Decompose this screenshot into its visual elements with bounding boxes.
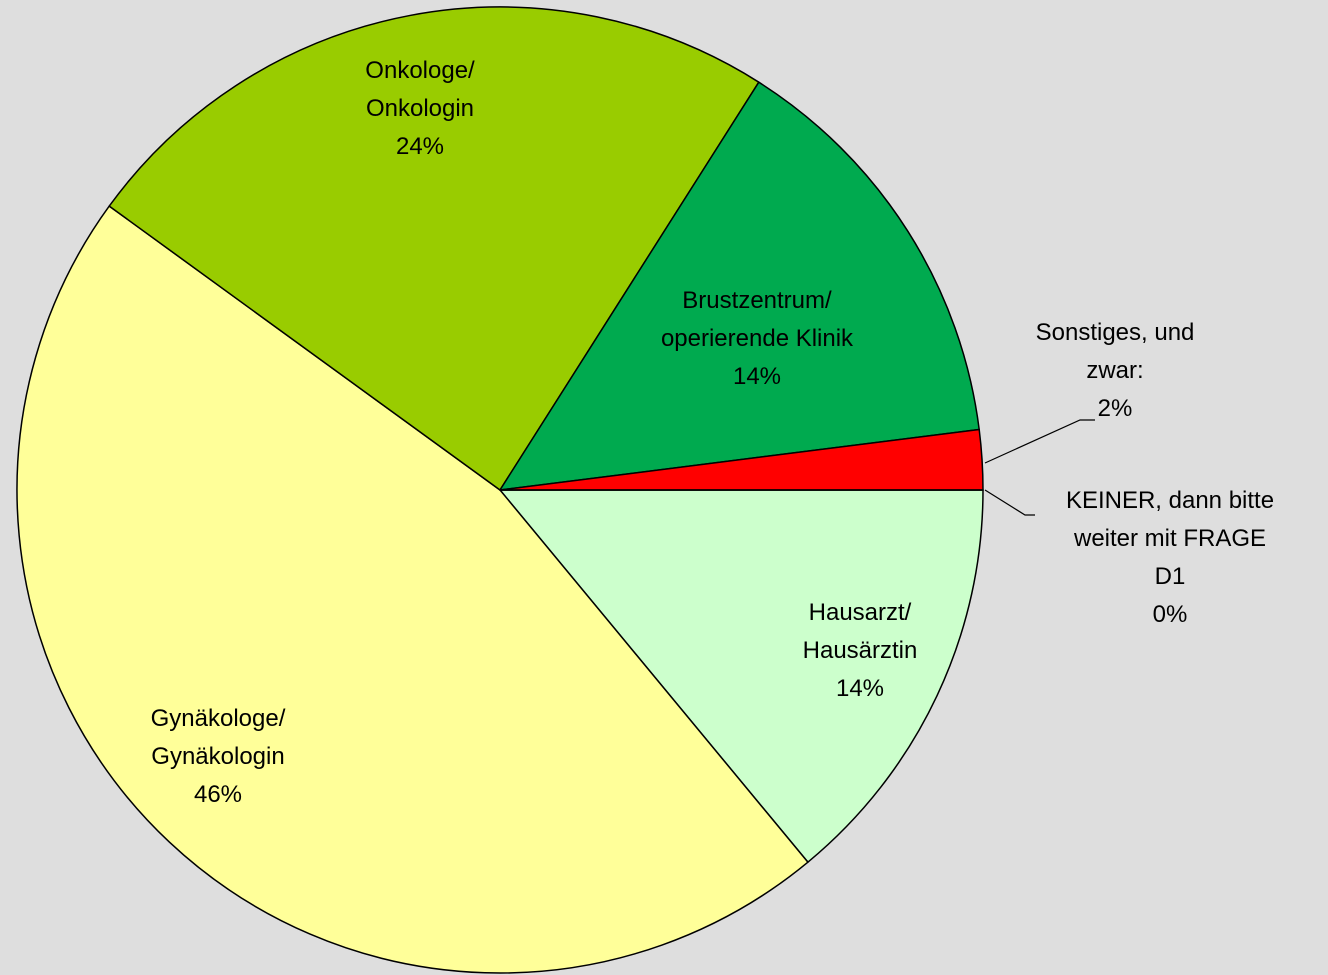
slice-label: Brustzentrum/operierende Klinik <box>661 287 854 352</box>
pie-slice <box>499 489 984 863</box>
slice-value-label: 46% <box>194 781 242 808</box>
pie-slice <box>16 205 809 974</box>
pie-slice <box>108 6 760 491</box>
slice-label: KEINER, dann bitte weiter mit FRAGE D1 <box>1066 487 1274 590</box>
slice-value-label: 2% <box>1098 395 1133 422</box>
leader-line <box>984 489 1035 516</box>
slice-value-label: 14% <box>733 363 781 390</box>
slice-label: Hausarzt/Hausärztin <box>803 599 918 664</box>
pie-slice <box>499 81 980 491</box>
slice-value-label: 0% <box>1153 601 1188 628</box>
slice-label: Sonstiges, und zwar: <box>1036 319 1195 384</box>
slice-value-label: 24% <box>396 133 444 160</box>
slice-value-label: 14% <box>836 675 884 702</box>
slice-label: Onkologe/Onkologin <box>365 57 475 122</box>
slice-label: Gynäkologe/Gynäkologin <box>151 705 286 770</box>
leader-line <box>984 419 1095 464</box>
